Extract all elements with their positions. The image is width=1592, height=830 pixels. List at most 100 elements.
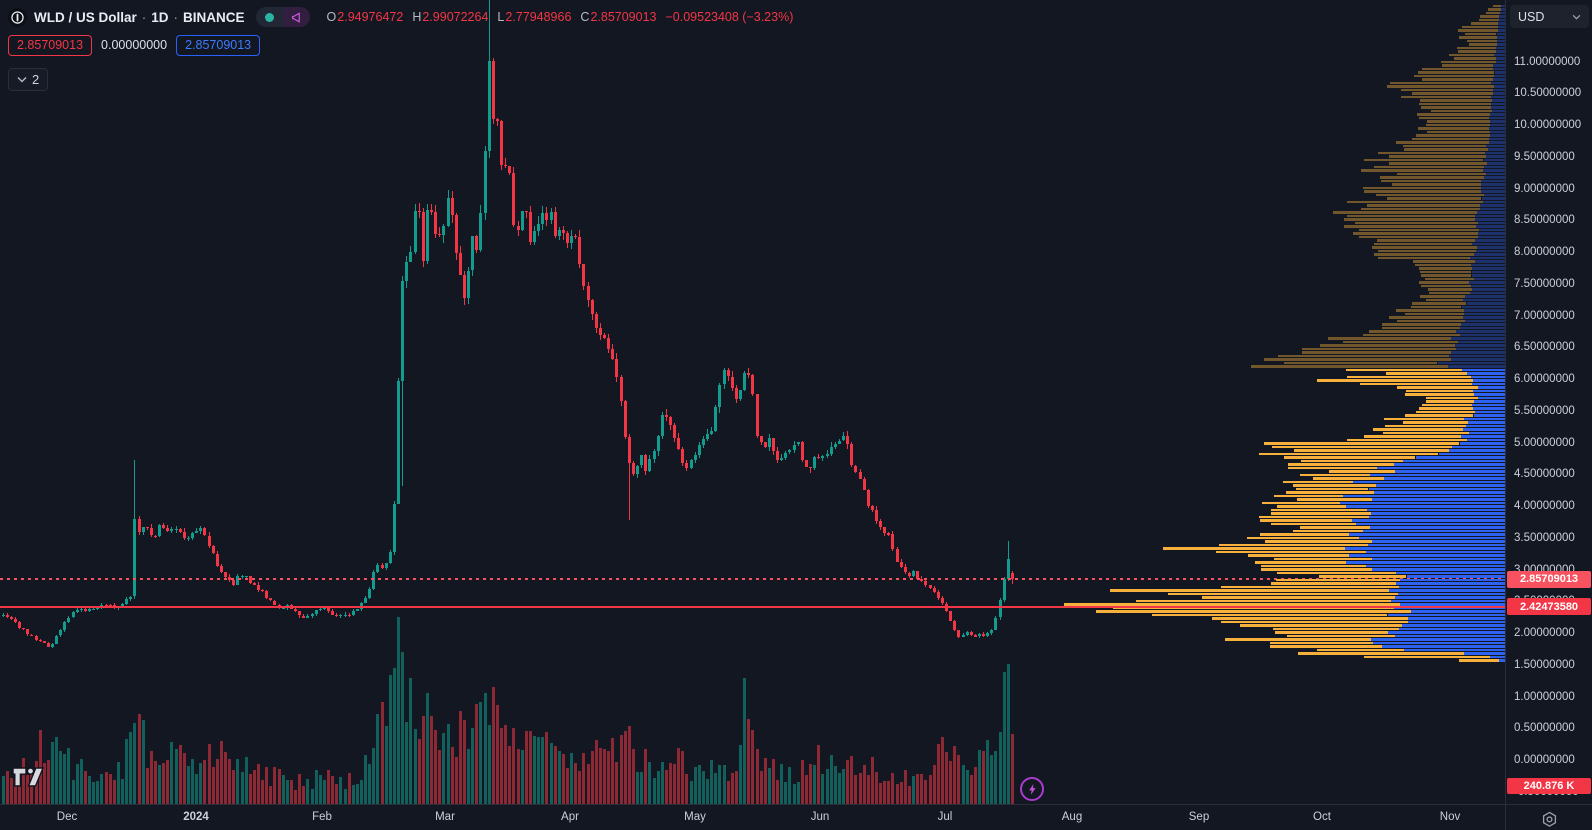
profile-row-down: [1259, 452, 1439, 456]
candle: [170, 529, 174, 531]
volume-bar: [318, 774, 322, 804]
volume-bar: [153, 761, 157, 804]
profile-row-up: [1478, 386, 1505, 389]
volume-bar: [191, 758, 194, 804]
volume-bar: [825, 768, 829, 804]
currency-toggle-button[interactable]: USD: [1510, 5, 1589, 28]
candle: [932, 588, 936, 592]
profile-row-up: [1475, 214, 1505, 218]
volume-bar: [969, 775, 973, 804]
volume-bar: [553, 745, 557, 804]
candle: [331, 611, 335, 616]
profile-row-up: [1365, 550, 1505, 554]
entry-price-badge[interactable]: 2.85709013: [176, 34, 261, 56]
profile-row-down: [1426, 396, 1478, 400]
horizontal-line-price-badge[interactable]: 2.42473580: [1507, 598, 1591, 615]
profile-row-up: [1471, 270, 1505, 274]
volume-bar: [854, 775, 858, 804]
profile-row-down: [1383, 431, 1469, 435]
candle: [174, 529, 178, 531]
candle: [232, 580, 236, 585]
instant-trade-button[interactable]: [1020, 777, 1044, 801]
profile-row-down: [1416, 113, 1491, 116]
profile-row-up: [1479, 228, 1505, 232]
volume-bar: [186, 766, 190, 804]
candle: [907, 572, 911, 577]
volume-bar: [986, 740, 990, 804]
profile-row-down: [1403, 144, 1486, 148]
profile-row-up: [1463, 309, 1505, 312]
volume-bar: [1010, 734, 1014, 804]
candle: [912, 571, 915, 577]
price-axis[interactable]: USD 11.00000000 10.50000000 10.00000000 9.5…: [1505, 0, 1592, 804]
profile-row-up: [1449, 449, 1505, 452]
profile-row-down: [1333, 211, 1477, 214]
profile-row-down: [1136, 599, 1391, 603]
indicators-collapse-button[interactable]: 2: [8, 68, 49, 91]
volume-bar: [475, 704, 479, 804]
profile-row-down: [1347, 438, 1467, 442]
candle: [631, 462, 635, 475]
profile-row-up: [1490, 123, 1505, 127]
symbol-name[interactable]: WLD / US Dollar: [34, 9, 137, 25]
chart-pane[interactable]: WLD / US Dollar · 1D · BINANCE O 2.949764…: [0, 0, 1505, 804]
profile-row-up: [1471, 382, 1505, 386]
volume-bar: [487, 724, 491, 804]
profile-row-down: [1429, 291, 1471, 295]
candle: [533, 231, 536, 242]
volume-bar: [607, 751, 611, 804]
horizontal-line-drawing[interactable]: [0, 605, 1505, 608]
candle: [800, 442, 804, 461]
time-axis[interactable]: Dec 2024 Feb Mar Apr May Jun Jul Aug Sep Oct Nov: [0, 804, 1592, 830]
price-tick-label: 5.00000000: [1514, 436, 1575, 449]
tradingview-logo[interactable]: [11, 765, 45, 794]
candle: [582, 264, 586, 286]
profile-row-up: [1495, 60, 1505, 64]
profile-row-down: [1415, 263, 1472, 267]
candle: [145, 527, 149, 529]
candle: [83, 608, 87, 611]
volume-bar: [438, 749, 442, 804]
chart-settings-button[interactable]: [1538, 808, 1560, 830]
volume-bar: [528, 730, 532, 804]
volume-bar: [244, 756, 248, 804]
interval-label[interactable]: 1D: [151, 9, 169, 25]
profile-row-up: [1471, 375, 1505, 379]
profile-row-down: [1377, 249, 1476, 253]
volume-bar: [380, 702, 384, 804]
symbol-title[interactable]: WLD / US Dollar · 1D · BINANCE: [34, 10, 245, 25]
profile-row-up: [1349, 533, 1505, 536]
volume-bar: [256, 763, 260, 804]
candle: [133, 518, 137, 597]
candle: [590, 299, 594, 314]
volume-bar: [104, 772, 108, 804]
volume-bar: [215, 759, 219, 804]
candle: [203, 528, 207, 536]
volume-bar: [652, 778, 656, 804]
profile-row-up: [1394, 470, 1505, 473]
profile-row-down: [1359, 228, 1480, 232]
volume-bar: [582, 752, 586, 804]
candle: [747, 372, 751, 376]
profile-row-up: [1400, 603, 1505, 606]
stop-price-badge[interactable]: 2.85709013: [8, 34, 93, 56]
profile-row-down: [1486, 11, 1500, 15]
candle: [471, 236, 475, 271]
profile-row-down: [1401, 88, 1494, 92]
candle: [965, 631, 969, 635]
candle: [207, 535, 211, 547]
price-tick-label: 11.00000000: [1514, 55, 1581, 68]
profile-row-down: [1405, 393, 1475, 396]
sound-button[interactable]: [282, 7, 310, 27]
profile-row-down: [1302, 351, 1451, 354]
candle: [335, 615, 339, 617]
candle: [722, 370, 726, 385]
volume-bar: [364, 755, 368, 804]
candle: [792, 444, 796, 451]
profile-row-down: [1405, 414, 1474, 417]
profile-row-down: [1276, 505, 1346, 508]
time-tick-label: Aug: [1061, 811, 1083, 823]
profile-row-up: [1471, 284, 1505, 288]
candle: [973, 635, 977, 637]
profile-row-down: [1421, 403, 1473, 407]
